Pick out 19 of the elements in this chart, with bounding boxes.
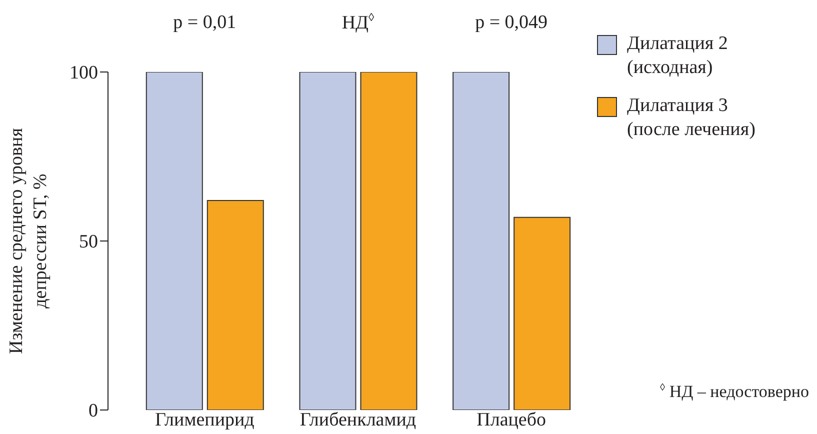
y-tick-label: 50 <box>79 232 98 253</box>
bar <box>514 216 571 410</box>
y-tick-label: 100 <box>70 62 98 84</box>
text: НД$^{◊}$ <box>342 12 374 34</box>
bar <box>452 72 510 410</box>
text: p = 0,049 <box>475 12 548 33</box>
x-tick-label: Глимепирид <box>154 409 255 430</box>
bar <box>299 72 356 410</box>
y-axis-title: Изменение среднего уровня депрессии ST, % <box>6 128 51 354</box>
x-tick-label: Плацебо <box>476 409 546 430</box>
x-tick-label: Глибенкламид <box>300 409 416 430</box>
y-tick-label: 0 <box>88 400 98 422</box>
text: p = 0,01 <box>173 12 236 33</box>
legend-label: Дилатация 2 (исходная) <box>627 32 728 80</box>
text: $^{◊}$ НД – недостоверно <box>660 382 809 401</box>
legend-label: Дилатация 3 (после лечения) <box>627 94 756 142</box>
bar <box>146 72 203 410</box>
bar <box>206 200 264 410</box>
bar <box>360 72 418 410</box>
